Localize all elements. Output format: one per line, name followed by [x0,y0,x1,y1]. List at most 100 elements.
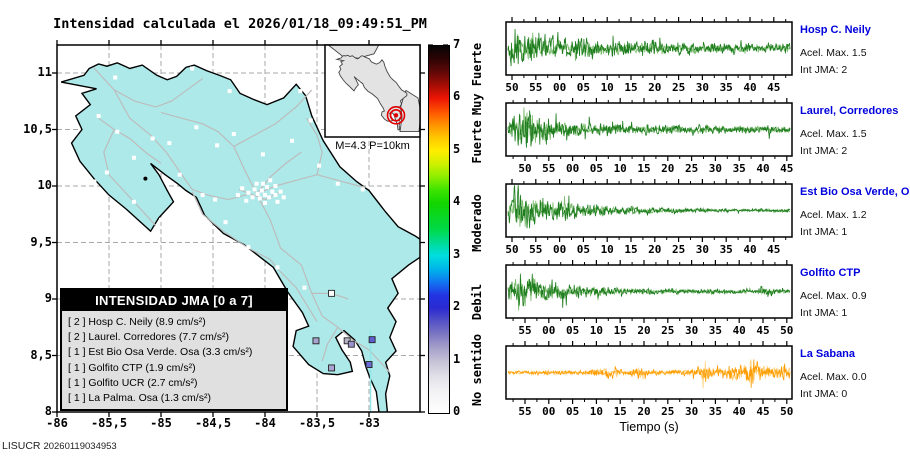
legend-station-row: [ 1 ] La Palma. Osa (1.3 cm/s²) [68,392,211,405]
waveform-trace [507,273,791,308]
intensity-colorbar [428,45,450,414]
seismogram-time-tick-label: 00 [565,162,580,175]
station-dot [263,200,267,205]
station-dot [246,190,251,195]
intensity-station-square [347,340,355,348]
seismogram-station-name: La Sabana [800,348,856,360]
station-dot [278,189,283,194]
seismogram-int-jma: Int JMA: 2 [800,64,848,76]
seismogram-time-tick-label: 45 [767,243,781,256]
station-dot [96,113,101,118]
road-line [103,129,157,226]
y-axis-tick-label: 8 [44,404,52,418]
seismogram-time-tick-label: 05 [565,405,580,418]
y-axis-tick-label: 8,5 [30,347,52,362]
inset-frame [324,44,421,138]
colorbar-number-label: 3 [453,246,461,261]
x-axis-tick-label: -83,5 [298,416,336,430]
seismogram-time-tick-label: 50 [518,162,532,175]
x-axis-tick-label: -86 [46,416,68,430]
road-line [160,111,258,195]
road-line [306,117,323,175]
seismogram-time-tick-label: 15 [624,243,638,256]
station-dot [131,155,136,160]
station-dot [298,89,303,94]
seismogram-int-jma: Int JMA: 1 [800,307,848,319]
seismogram-acel-max: Acel. Max. 0.0 [800,371,867,383]
seismogram-time-tick-label: 00 [542,405,556,418]
station-dot [92,179,97,184]
seismogram-time-tick-label: 15 [613,405,627,418]
road-line [233,89,313,147]
seismogram-time-tick-label: 40 [756,162,770,175]
costa-rica-map [57,45,420,412]
x-axis-tick-label: -85,5 [90,416,128,430]
seismogram-time-tick-label: 20 [637,405,651,418]
seismogram-panel [505,341,793,404]
seismogram-time-tick-label: 05 [576,81,591,94]
station-dot [131,199,136,204]
station-dot [213,197,218,202]
seismogram-panel [505,17,793,80]
seismogram-time-tick-label: 10 [589,405,604,418]
waveform-trace [507,359,791,388]
event-magnitude-depth-label: M=4.3 P=10km [335,140,410,152]
seismogram-time-tick-label: 50 [780,324,794,337]
map-frame [56,44,421,413]
seismogram-time-tick-label: 20 [661,162,675,175]
station-dot [254,181,259,186]
seismogram-time-tick-label: 55 [542,162,556,175]
seismogram-time-tick-label: 00 [542,324,556,337]
station-dot [259,188,264,193]
station-dot [317,163,322,168]
seismogram-time-tick-label: 30 [684,405,699,418]
intensity-station-square [365,361,373,368]
station-dot [302,285,307,290]
legend-station-row: [ 2 ] Laurel. Corredores (7.7 cm/s²) [68,331,230,344]
intensity-station-square [312,337,320,345]
station-dot [267,195,272,200]
intensity-legend: INTENSIDAD JMA [0 a 7] [ 2 ] Hosp C. Nei… [60,288,288,412]
waveform-trace [507,185,791,229]
waveform-trace [507,28,791,67]
station-dot [240,186,245,191]
station-dot [104,170,109,175]
seismogram-time-tick-label: 30 [684,324,699,337]
seismogram-acel-max: Acel. Max. 1.5 [800,128,867,140]
seismogram-time-tick-label: 05 [565,324,580,337]
station-dot [335,181,340,186]
seismogram-time-tick-label: 20 [648,243,662,256]
seismogram-time-tick-label: 05 [589,162,604,175]
x-axis-tick-label: -83 [358,416,380,430]
seismogram-station-name: Golfito CTP [800,267,861,279]
watermark-prefix: LISUCR [2,440,44,452]
station-dot [250,195,255,200]
map-title: Intensidad calculada el 2026/01/18_09:49… [53,16,427,32]
station-dot [252,187,257,192]
station-dot [263,193,267,198]
seismogram-time-tick-label: 15 [613,324,627,337]
station-dot [115,129,120,134]
seismogram-station-name: Hosp C. Neily [800,24,871,36]
station-dot [215,143,220,148]
y-axis-tick-label: 10,5 [23,121,52,136]
seismogram-int-jma: Int JMA: 2 [800,145,848,157]
seismogram-time-tick-label: 20 [637,324,651,337]
station-dot [255,191,260,196]
watermark-number: 20260119034953 [43,441,117,452]
seismogram-panel [505,98,793,161]
station-dot [360,187,365,192]
station-dot [150,136,155,141]
station-dot [235,193,240,198]
station-dot [159,217,163,222]
station-dot [290,138,295,143]
station-dot [200,193,205,198]
seismogram-time-tick-label: 45 [756,324,770,337]
seismogram-time-tick-label: 40 [732,405,746,418]
station-dot [231,132,236,137]
seismogram-time-tick-label: 55 [529,243,543,256]
seismogram-time-tick-label: 55 [529,81,543,94]
time-axis-label: Tiempo (s) [619,420,679,434]
seismogram-acel-max: Acel. Max. 1.5 [800,47,867,59]
